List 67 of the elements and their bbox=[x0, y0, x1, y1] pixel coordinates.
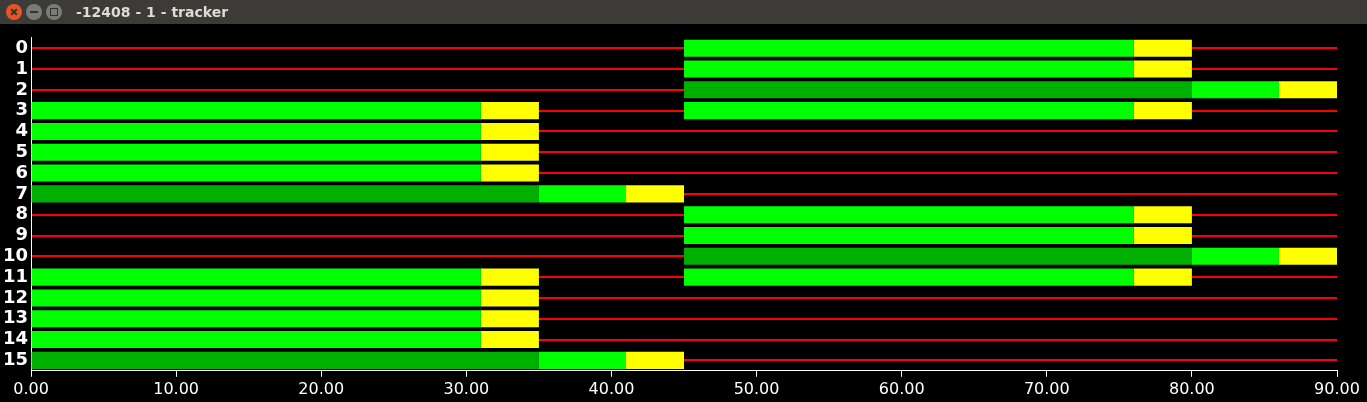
bar bbox=[625, 185, 685, 203]
bar bbox=[31, 289, 481, 307]
bar bbox=[684, 102, 1134, 120]
bar bbox=[31, 164, 481, 182]
bar bbox=[480, 331, 539, 349]
x-tick-label: 10.00 bbox=[153, 378, 200, 398]
bar bbox=[31, 185, 539, 203]
bar bbox=[31, 122, 481, 140]
bar bbox=[480, 122, 539, 140]
bar bbox=[625, 351, 685, 369]
bar bbox=[1133, 102, 1192, 120]
y-tick-label: 4 bbox=[15, 119, 29, 141]
bar bbox=[480, 268, 539, 286]
y-tick-label: 9 bbox=[15, 223, 29, 245]
x-tick-label: 90.00 bbox=[1314, 378, 1360, 398]
x-tick-label: 50.00 bbox=[733, 378, 780, 398]
y-tick-label: 1 bbox=[15, 56, 29, 78]
x-tick-label: 0.00 bbox=[13, 378, 49, 398]
bar bbox=[480, 289, 539, 307]
y-tick-label: 12 bbox=[2, 285, 29, 307]
x-tick-label: 80.00 bbox=[1168, 378, 1215, 398]
bar bbox=[1133, 268, 1192, 286]
bar bbox=[480, 310, 539, 328]
bar bbox=[684, 226, 1134, 245]
bar bbox=[31, 310, 481, 328]
y-tick-label: 13 bbox=[2, 306, 29, 328]
bar bbox=[480, 164, 539, 182]
y-tick-label: 8 bbox=[15, 202, 29, 224]
bar bbox=[31, 143, 481, 161]
y-tick-label: 7 bbox=[15, 181, 29, 203]
bar bbox=[684, 81, 1192, 99]
y-tick-label: 5 bbox=[15, 139, 29, 161]
bar bbox=[480, 143, 539, 161]
bar bbox=[1133, 206, 1192, 224]
x-tick-label: 20.00 bbox=[298, 378, 345, 398]
bar bbox=[684, 206, 1134, 224]
bar bbox=[1191, 247, 1279, 265]
bar bbox=[684, 60, 1134, 78]
bar bbox=[684, 268, 1134, 286]
x-tick-label: 70.00 bbox=[1023, 378, 1070, 398]
bar bbox=[1133, 39, 1192, 57]
y-tick-label: 15 bbox=[2, 348, 29, 370]
y-tick-label: 10 bbox=[2, 244, 29, 265]
bar bbox=[31, 268, 481, 286]
x-tick-label: 40.00 bbox=[588, 378, 635, 398]
bar bbox=[684, 39, 1134, 57]
bar bbox=[1278, 247, 1337, 265]
chart-title: -12408 - 1 - tracker bbox=[76, 4, 229, 20]
y-tick-label: 0 bbox=[15, 35, 29, 57]
bar bbox=[538, 185, 626, 203]
bar bbox=[31, 351, 539, 369]
bar bbox=[684, 247, 1192, 265]
bar bbox=[1133, 60, 1192, 78]
x-tick-label: 30.00 bbox=[443, 378, 490, 398]
bar bbox=[31, 102, 481, 120]
y-tick-label: 6 bbox=[15, 160, 29, 182]
bar bbox=[538, 351, 626, 369]
y-tick-label: 2 bbox=[15, 77, 29, 99]
bar bbox=[1133, 226, 1192, 245]
bar bbox=[480, 102, 539, 120]
y-tick-label: 3 bbox=[15, 98, 29, 120]
x-tick-label: 60.00 bbox=[878, 378, 925, 398]
y-tick-label: 11 bbox=[2, 264, 29, 286]
bar bbox=[1278, 81, 1337, 99]
bar bbox=[1191, 81, 1279, 99]
bar bbox=[31, 331, 481, 349]
y-tick-label: 14 bbox=[2, 327, 29, 349]
